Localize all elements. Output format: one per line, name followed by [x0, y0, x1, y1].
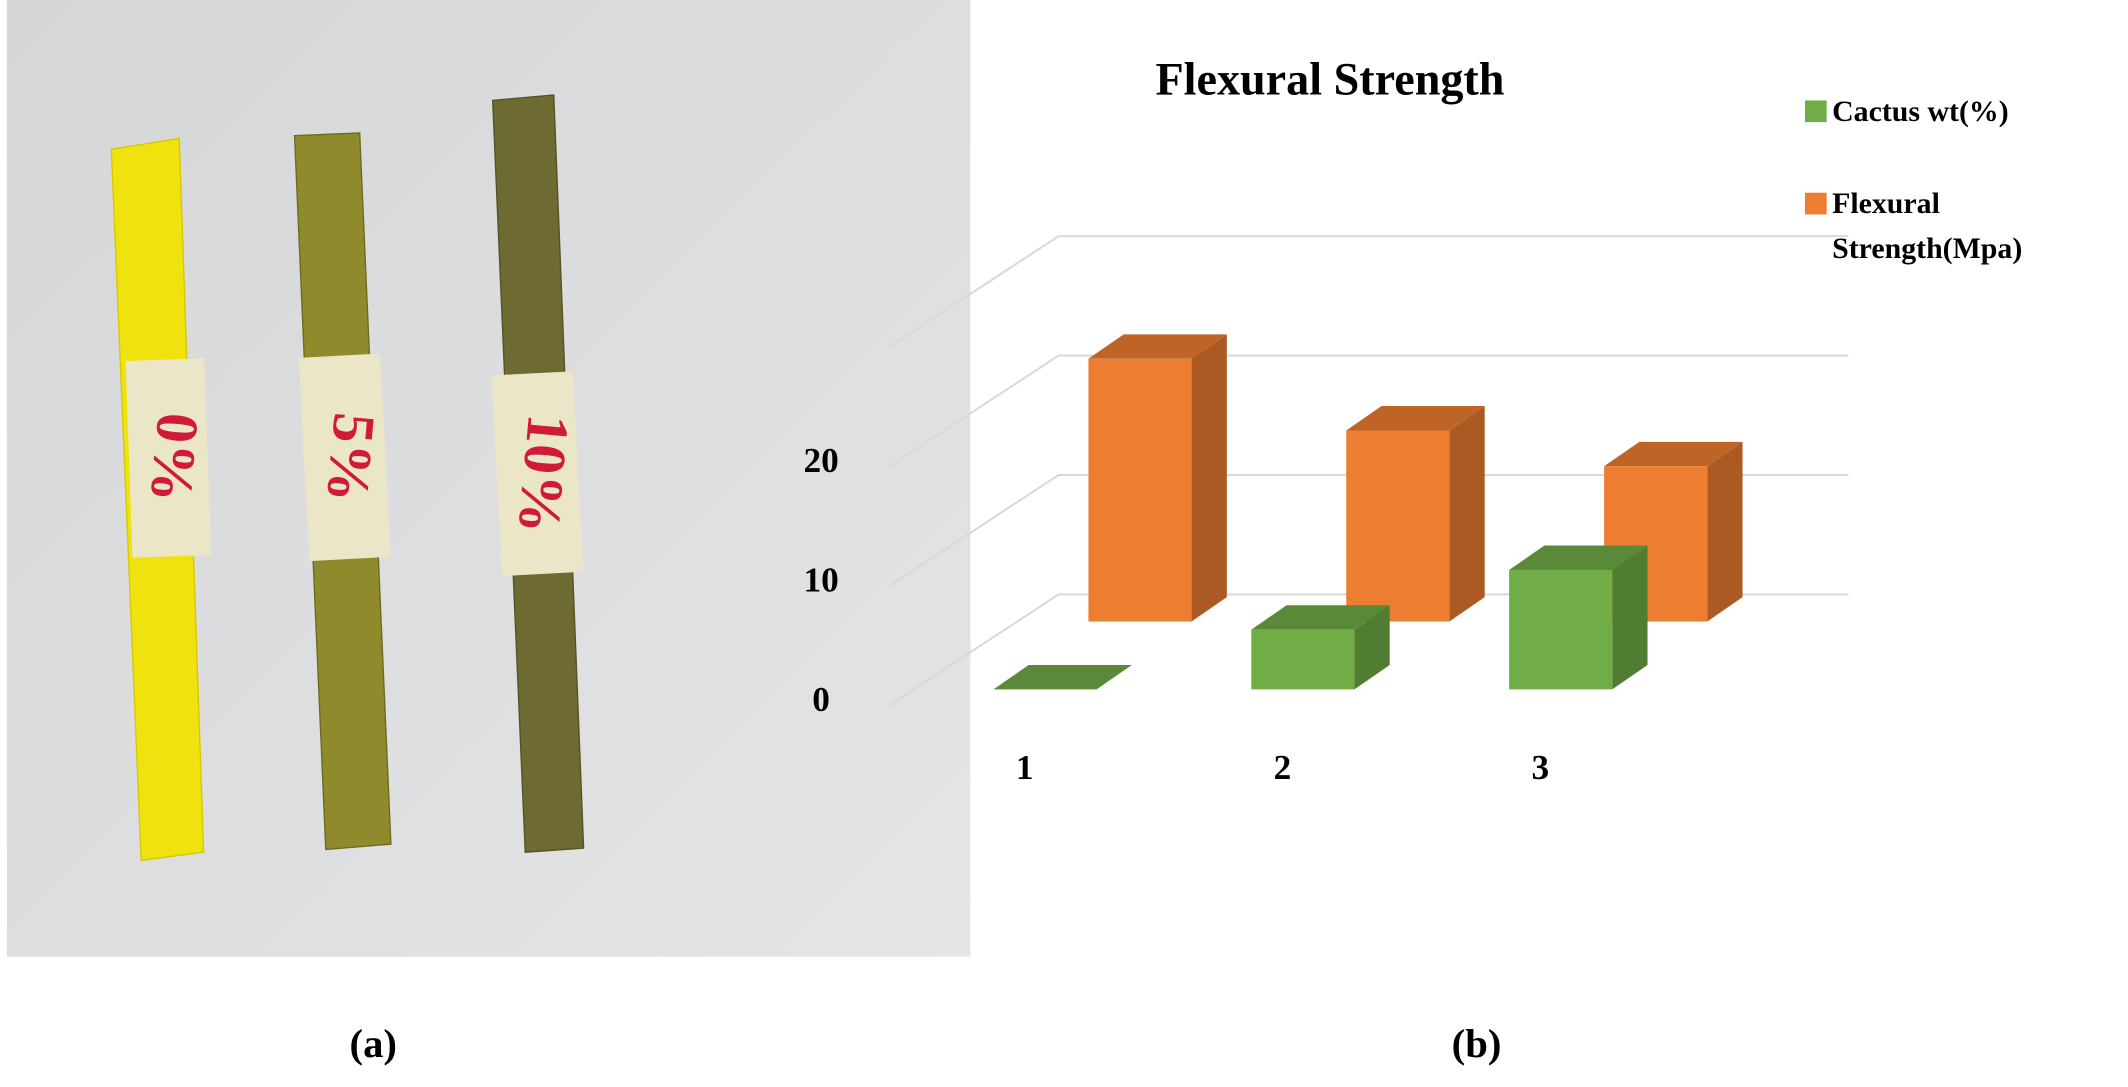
bar-top [1509, 545, 1648, 570]
bar [1346, 430, 1450, 622]
bar-top [1604, 441, 1743, 467]
caption: (b) [1452, 1021, 1502, 1066]
y-tick-label: 10 [803, 561, 838, 600]
tape [298, 353, 391, 562]
caption: (a) [350, 1021, 397, 1066]
bar [1509, 569, 1613, 690]
bar [1251, 629, 1355, 690]
tape-label: 10% [506, 412, 582, 537]
grid-line [888, 354, 1849, 468]
bar-top [1251, 605, 1390, 630]
bar-side [1191, 334, 1227, 622]
bar-top [1346, 406, 1485, 431]
tape-label: 0% [138, 410, 212, 505]
chart-title: Flexural Strength [1156, 54, 1505, 105]
legend-item: Flexural Strength(Mpa) [1832, 185, 2023, 265]
bar-side [1612, 545, 1648, 690]
legend-item: Cactus wt(%) [1832, 93, 2009, 128]
bar-side [1449, 406, 1485, 622]
grid-line [888, 235, 1849, 349]
bar-side [1354, 605, 1390, 690]
bar-side [1707, 441, 1743, 622]
x-tick-label: 2 [1274, 748, 1292, 787]
bar-top [1088, 334, 1227, 359]
legend-swatch [1804, 192, 1827, 215]
legend-swatch [1804, 100, 1827, 123]
y-tick-label: 20 [803, 441, 838, 480]
legend-label: Flexural Strength(Mpa) [1832, 185, 2023, 265]
legend-label: Cactus wt(%) [1832, 93, 2009, 128]
photo [6, 0, 971, 957]
bar [1088, 358, 1192, 622]
tape [491, 371, 584, 577]
bar-top [993, 664, 1132, 690]
y-tick-label: 0 [812, 680, 830, 719]
tape [125, 358, 212, 558]
x-tick-label: 3 [1532, 748, 1550, 787]
tape-label: 5% [314, 410, 388, 505]
x-tick-label: 1 [1016, 748, 1034, 787]
grid-line [888, 473, 1849, 588]
